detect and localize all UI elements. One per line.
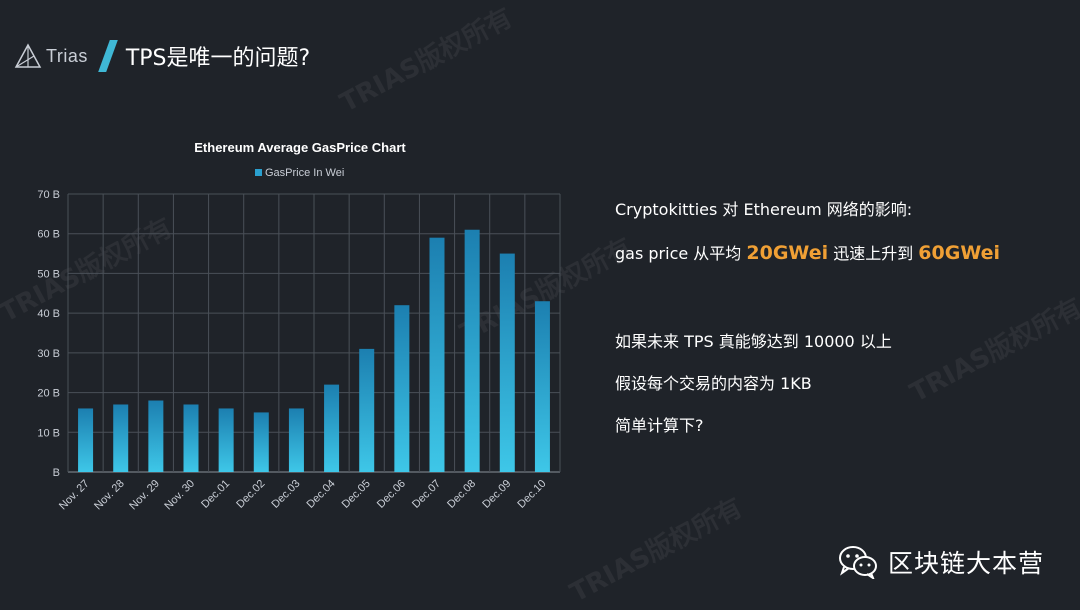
trias-logo: Trias: [14, 42, 88, 70]
chart-title: Ethereum Average GasPrice Chart: [194, 140, 406, 155]
y-tick-label: 20 B: [37, 388, 60, 400]
bar: [394, 305, 410, 472]
bar: [429, 237, 445, 472]
x-tick-label: Dec.08: [445, 478, 478, 511]
bar: [324, 384, 340, 472]
watermark: TRIAS版权所有: [565, 492, 748, 609]
y-tick-label: 10 B: [37, 427, 60, 439]
info-line-1: Cryptokitties 对 Ethereum 网络的影响:: [615, 200, 913, 219]
logo-text: Trias: [46, 45, 88, 66]
info-line-5: 简单计算下?: [615, 416, 704, 435]
page-title: TPS是唯一的问题?: [125, 46, 311, 71]
watermark: TRIAS版权所有: [335, 2, 518, 119]
y-tick-label: 50 B: [37, 268, 60, 280]
x-tick-label: Dec.07: [410, 478, 443, 511]
footer-brand-text: 区块链大本营: [887, 549, 1044, 578]
legend-label: GasPrice In Wei: [265, 167, 344, 179]
bar: [218, 408, 234, 472]
bar: [148, 400, 164, 472]
x-tick-label: Dec.03: [269, 478, 302, 511]
triangle-logo-icon: [14, 43, 42, 68]
wechat-icon: [838, 546, 877, 579]
x-tick-label: Nov. 30: [162, 478, 197, 513]
x-tick-label: Dec.10: [515, 478, 548, 511]
bar: [78, 408, 94, 472]
slide-header: Trias TPS是唯一的问题?: [14, 38, 310, 74]
info-line-2-prefix: gas price 从平均: [615, 244, 747, 263]
y-tick-label: B: [53, 467, 60, 479]
watermark: TRIAS版权所有: [905, 292, 1080, 409]
bar: [464, 229, 480, 472]
x-tick-label: Dec.05: [340, 478, 373, 511]
x-tick-label: Nov. 27: [57, 478, 92, 513]
y-axis: B 10 B 20 B 30 B 40 B 50 B 60 B 70 B: [37, 189, 60, 479]
info-line-4: 假设每个交易的内容为 1KB: [615, 374, 812, 393]
chart-legend: GasPrice In Wei: [255, 167, 344, 179]
highlight-60gwei: 60GWei: [918, 242, 1001, 264]
x-tick-label: Dec.04: [305, 478, 338, 511]
x-tick-label: Dec.01: [199, 478, 232, 511]
y-tick-label: 70 B: [37, 189, 60, 201]
y-tick-label: 40 B: [37, 308, 60, 320]
bar: [288, 408, 304, 472]
bar: [534, 301, 550, 472]
x-tick-label: Nov. 28: [92, 478, 127, 513]
chart-svg: Ethereum Average GasPrice Chart GasPrice…: [37, 140, 561, 513]
info-line-2-mid: 迅速上升到: [828, 244, 919, 263]
x-tick-label: Nov. 29: [127, 478, 162, 513]
grid: [67, 193, 561, 473]
x-tick-label: Dec.09: [480, 478, 513, 511]
legend-swatch: [255, 169, 262, 176]
highlight-20gwei: 20GWei: [746, 242, 829, 264]
x-tick-label: Dec.02: [234, 478, 267, 511]
bar: [253, 412, 269, 472]
bar: [499, 253, 515, 472]
info-line-3: 如果未来 TPS 真能够达到 10000 以上: [615, 332, 892, 351]
accent-slash: [98, 40, 118, 72]
info-line-2: gas price 从平均 20GWei 迅速上升到 60GWei: [615, 240, 1000, 264]
x-axis: Nov. 27 Nov. 28 Nov. 29 Nov. 30 Dec.01 Dec.02…: [57, 478, 549, 513]
gasprice-chart: Ethereum Average GasPrice Chart GasPrice…: [20, 130, 580, 530]
bar: [113, 404, 129, 472]
y-tick-label: 30 B: [37, 348, 60, 360]
bar: [359, 348, 375, 472]
y-tick-label: 60 B: [37, 229, 60, 241]
x-tick-label: Dec.06: [375, 478, 408, 511]
bars: [78, 229, 550, 472]
footer-brand: 区块链大本营: [838, 544, 1044, 580]
bar: [183, 404, 199, 472]
